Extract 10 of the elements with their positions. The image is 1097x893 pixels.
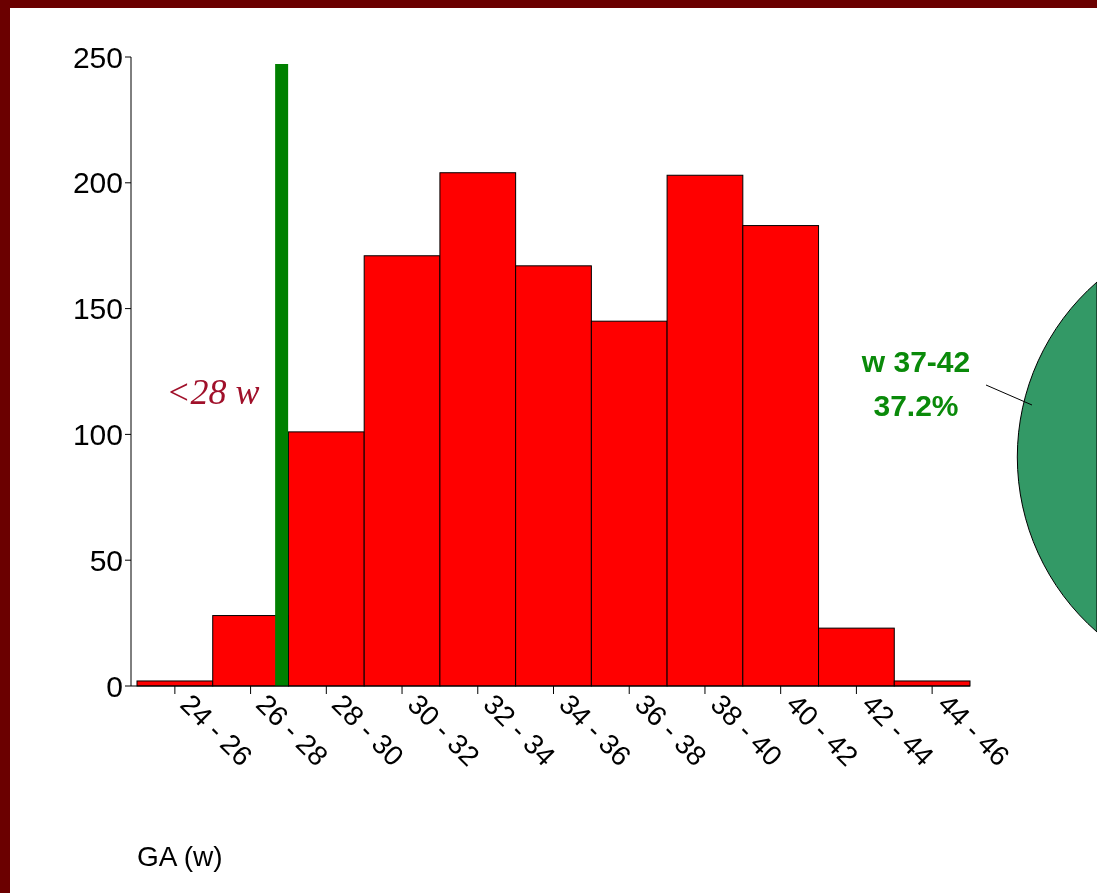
y-tick-label: 150 (72, 292, 123, 326)
x-tick-label: 28 - 30 (326, 688, 410, 772)
y-tick-label: 50 (89, 543, 123, 577)
x-axis-title: GA (w) (137, 841, 223, 872)
ref-line-label: <28 w (166, 372, 260, 412)
y-tick-label: 200 (72, 166, 123, 200)
y-tick-label: 100 (72, 417, 123, 451)
annotation: w 37-42 37.2% (860, 345, 971, 422)
y-tick-label: 250 (72, 40, 123, 74)
y-tick-label: 0 (106, 669, 123, 703)
